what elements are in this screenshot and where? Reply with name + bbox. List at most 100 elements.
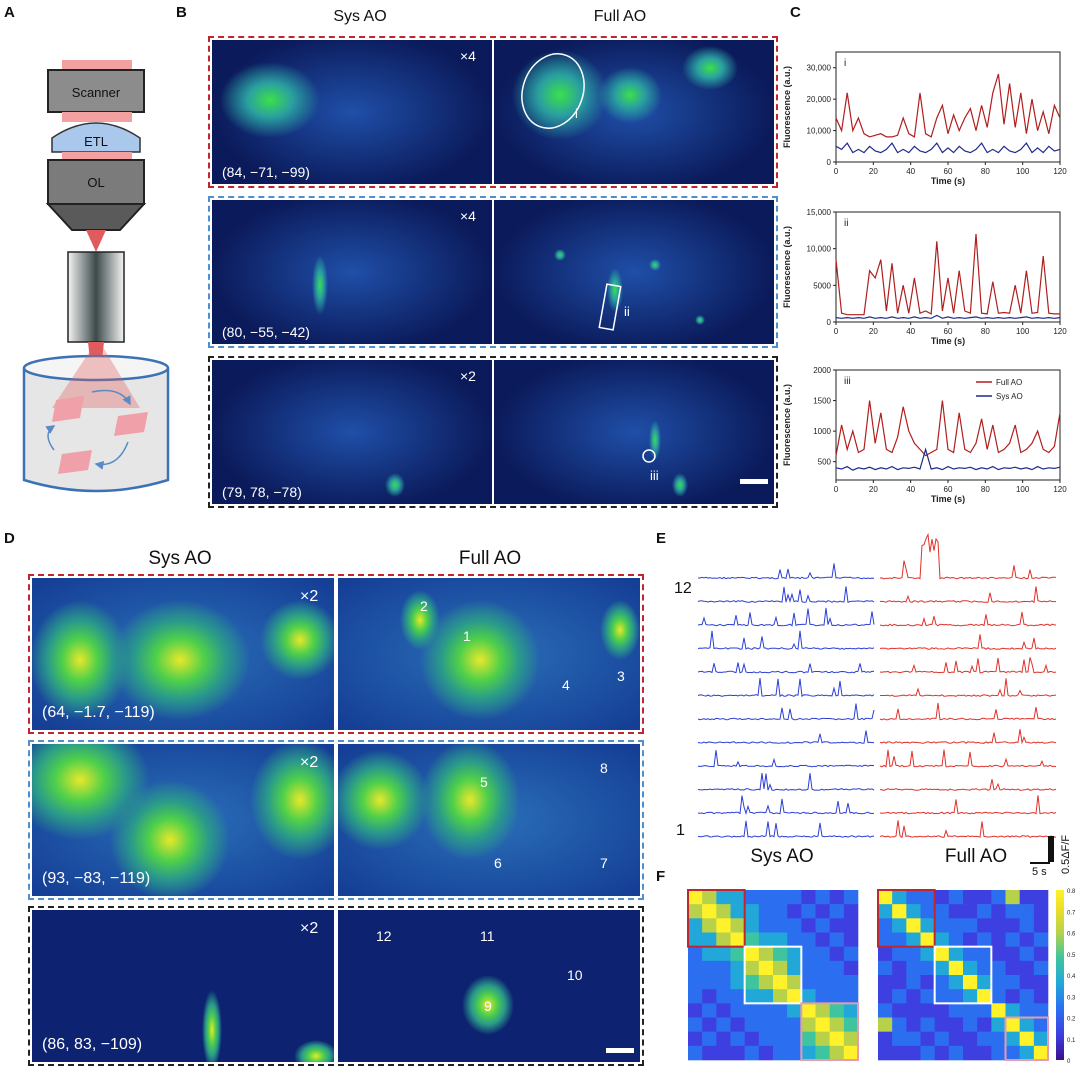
trace-sys-ao bbox=[697, 730, 874, 744]
e-bottom-neuron-label: 1 bbox=[676, 822, 685, 839]
colorbar-tick-label: 0.2 bbox=[1067, 1017, 1076, 1023]
heatmap-cell bbox=[801, 946, 816, 962]
chamber-rim bbox=[22, 354, 170, 382]
heatmap-cell bbox=[815, 932, 830, 947]
d-full-ao-image bbox=[338, 744, 640, 896]
heatmap-cell bbox=[829, 946, 845, 962]
fluorescence-charts: 0 20 40 60 80 100 120 0 10,000 20,000 30,000 Time (… bbox=[782, 51, 1067, 504]
heatmap-cell bbox=[730, 1003, 745, 1018]
calcium-traces bbox=[697, 532, 1057, 839]
trace-sys-ao bbox=[697, 607, 875, 627]
heatmap-cell bbox=[702, 904, 717, 919]
heatmap-cell bbox=[829, 904, 845, 919]
scanner-box bbox=[47, 69, 145, 113]
heatmap-cell bbox=[991, 1031, 1006, 1047]
colorbar-tick-label: 0.7 bbox=[1067, 910, 1076, 916]
cell-number-label: 9 bbox=[484, 998, 492, 1014]
cell-number-label: 6 bbox=[494, 855, 502, 871]
heatmap-cell bbox=[948, 960, 964, 976]
heatmap-cell bbox=[1033, 890, 1049, 905]
heatmap-cell bbox=[773, 975, 788, 990]
heatmap-cell bbox=[878, 918, 893, 933]
cell-number-label: 1 bbox=[463, 628, 471, 644]
heatmap-cell bbox=[815, 946, 830, 962]
roi-chart-label: i bbox=[844, 58, 846, 69]
b-zoom-label: ×4 bbox=[460, 48, 476, 64]
x-tick-label: 80 bbox=[981, 485, 990, 494]
heatmap-cell bbox=[991, 960, 1006, 976]
trace-sys-ao bbox=[697, 703, 875, 721]
heatmap-cell bbox=[843, 904, 859, 919]
heatmap-cell bbox=[702, 1003, 717, 1018]
cycle-arrow bbox=[94, 441, 129, 470]
heatmap-cell bbox=[688, 932, 703, 947]
heatmap-cell bbox=[892, 890, 907, 905]
heatmap-cell bbox=[702, 1017, 717, 1032]
chart-frame bbox=[835, 51, 1061, 163]
x-tick-label: 120 bbox=[1053, 327, 1067, 336]
heatmap-cell bbox=[744, 989, 760, 1004]
heatmap-cell bbox=[730, 1031, 745, 1047]
heatmap-cell bbox=[892, 1031, 907, 1047]
heatmap-cell bbox=[758, 1017, 774, 1032]
heatmap-cell bbox=[977, 1017, 992, 1032]
heatmap-cell bbox=[948, 946, 964, 962]
x-axis-label: Time (s) bbox=[931, 176, 965, 186]
x-tick-label: 60 bbox=[944, 167, 953, 176]
heatmap-cell bbox=[730, 918, 745, 933]
heatmap-cell bbox=[920, 1003, 935, 1018]
colorbar-tick-label: 0.8 bbox=[1067, 889, 1076, 895]
heatmap-cell bbox=[906, 918, 921, 933]
etl-lens bbox=[51, 122, 141, 153]
heatmap-cell bbox=[991, 989, 1006, 1004]
scalebar-dff-label: 0.5ΔF/F bbox=[1060, 834, 1072, 874]
beam-spread bbox=[52, 342, 140, 408]
heatmap-cell bbox=[744, 932, 760, 947]
cell-number-label: 10 bbox=[567, 967, 583, 983]
heatmap-cell bbox=[787, 946, 802, 962]
colorbar-tick-label: 0.4 bbox=[1067, 974, 1076, 980]
heatmap-cell bbox=[815, 1031, 830, 1047]
y-tick-label: 20,000 bbox=[807, 95, 832, 104]
heatmap-cell bbox=[920, 918, 935, 933]
heatmap-cell bbox=[977, 918, 992, 933]
heatmap-cell bbox=[843, 1031, 859, 1047]
cell-number-label: 4 bbox=[562, 677, 570, 693]
d-sys-ao-image bbox=[32, 578, 334, 730]
heatmap-cell bbox=[787, 1031, 802, 1047]
trace-full-ao bbox=[879, 779, 1057, 791]
heatmap-cell bbox=[991, 890, 1006, 905]
heatmap-cell bbox=[702, 989, 717, 1004]
heatmap-cell bbox=[829, 1045, 845, 1061]
heatmap-cell bbox=[829, 932, 845, 947]
heatmap-cell bbox=[920, 890, 935, 905]
heatmap-cell bbox=[815, 989, 830, 1004]
y-tick-label: 500 bbox=[818, 458, 832, 467]
heatmap-cell bbox=[977, 1045, 992, 1061]
heatmap-cell bbox=[730, 946, 745, 962]
x-tick-label: 20 bbox=[869, 327, 878, 336]
heatmap-cell bbox=[934, 960, 950, 976]
heatmap-cell bbox=[963, 960, 978, 976]
heatmap-cell bbox=[1033, 1003, 1049, 1018]
heatmap-cell bbox=[829, 918, 845, 933]
heatmap-sys-ao bbox=[687, 889, 860, 1062]
heatmap-cell bbox=[934, 918, 950, 933]
heatmap-cell bbox=[1033, 960, 1049, 976]
heatmap-cell bbox=[1019, 989, 1035, 1004]
b-coords-label: (79, 78, −78) bbox=[222, 484, 302, 500]
heatmap-cell bbox=[716, 1045, 731, 1061]
heatmap-cell bbox=[963, 946, 978, 962]
chart-ii: 0 20 40 60 80 100 120 0 5000 10,000 15,000 Time (s)… bbox=[782, 208, 1067, 346]
heatmap-cell bbox=[878, 1031, 893, 1047]
heatmap-cell bbox=[1033, 1031, 1049, 1047]
trace-full-ao bbox=[880, 678, 1057, 697]
heatmap-cell bbox=[716, 1003, 731, 1018]
y-tick-label: 1000 bbox=[813, 427, 831, 436]
heatmap-cell bbox=[1005, 890, 1020, 905]
heatmap-cell bbox=[773, 1003, 788, 1018]
heatmap-cell bbox=[1005, 918, 1020, 933]
heatmap-cell bbox=[1019, 904, 1035, 919]
heatmap-cell bbox=[829, 975, 845, 990]
heatmap-cell bbox=[977, 1031, 992, 1047]
